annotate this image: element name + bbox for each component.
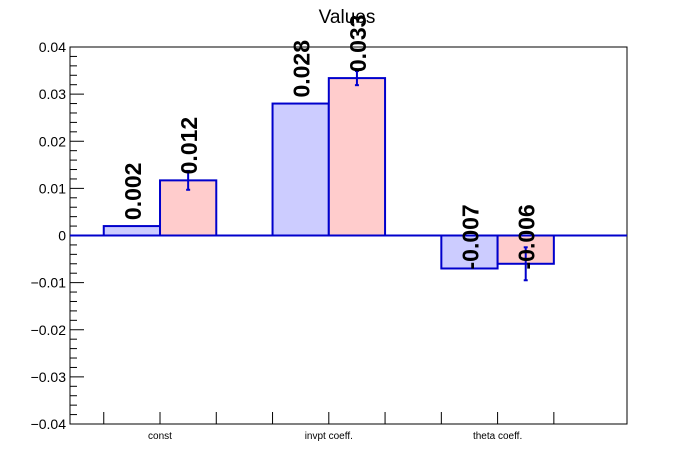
y-tick-label: −0.03 — [31, 369, 67, 385]
x-category-label: theta coeff. — [473, 431, 522, 442]
bar-data-label: 0.028 — [289, 40, 315, 98]
y-tick-label: −0.01 — [31, 275, 67, 291]
chart-title: Values — [319, 7, 376, 28]
bar — [271, 102, 330, 237]
bar-data-label: 0.033 — [345, 15, 371, 73]
y-tick-label: −0.04 — [31, 416, 67, 432]
bar-data-label: -0.007 — [457, 204, 483, 269]
y-tick-label: 0.01 — [39, 180, 66, 196]
y-tick-label: −0.02 — [31, 322, 67, 338]
x-category-label: const — [148, 431, 172, 442]
x-category-label: invpt coeff. — [305, 431, 353, 442]
y-tick-label: 0.02 — [39, 133, 66, 149]
bar-data-label: 0.012 — [176, 117, 202, 175]
y-tick-label: 0.03 — [39, 86, 66, 102]
bar-data-label: 0.002 — [120, 163, 146, 221]
bar — [327, 77, 387, 237]
bar — [102, 225, 162, 237]
y-tick-label: 0.04 — [39, 39, 66, 55]
y-tick-label: 0 — [58, 228, 66, 244]
bar-data-label: -0.006 — [514, 204, 540, 269]
